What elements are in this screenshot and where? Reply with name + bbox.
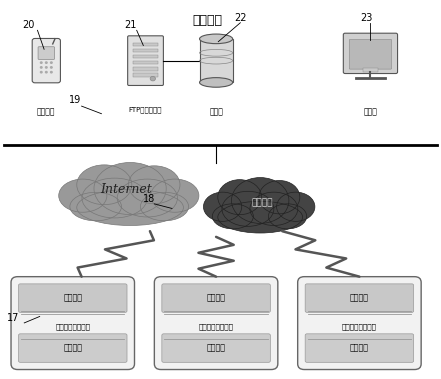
- Text: 数据库: 数据库: [209, 107, 223, 116]
- Circle shape: [41, 62, 42, 63]
- Text: 高压设备: 高压设备: [206, 344, 226, 352]
- Text: 手机短信: 手机短信: [37, 107, 56, 116]
- Text: Internet: Internet: [100, 183, 152, 196]
- Ellipse shape: [77, 190, 183, 226]
- FancyBboxPatch shape: [305, 284, 414, 312]
- Circle shape: [51, 62, 52, 63]
- Ellipse shape: [59, 179, 107, 212]
- Circle shape: [51, 72, 52, 73]
- FancyBboxPatch shape: [162, 334, 270, 362]
- FancyBboxPatch shape: [19, 284, 127, 312]
- Ellipse shape: [218, 201, 303, 233]
- Text: 18: 18: [142, 194, 155, 204]
- Bar: [133, 61, 158, 64]
- Ellipse shape: [269, 204, 306, 229]
- Text: 23: 23: [361, 13, 373, 23]
- Circle shape: [45, 67, 47, 68]
- Circle shape: [51, 67, 52, 68]
- Bar: [363, 68, 378, 72]
- Ellipse shape: [199, 78, 233, 87]
- Bar: [133, 49, 158, 52]
- Text: 无线网络: 无线网络: [252, 198, 273, 207]
- Ellipse shape: [77, 165, 132, 205]
- Bar: [133, 55, 158, 58]
- Circle shape: [41, 67, 42, 68]
- FancyBboxPatch shape: [298, 277, 421, 370]
- Circle shape: [41, 72, 42, 73]
- Ellipse shape: [213, 204, 253, 229]
- Ellipse shape: [94, 163, 166, 215]
- Text: 雷击在线拍摄装置: 雷击在线拍摄装置: [342, 323, 377, 330]
- Ellipse shape: [232, 177, 289, 223]
- FancyBboxPatch shape: [349, 39, 392, 69]
- Text: 监控节点: 监控节点: [350, 294, 369, 302]
- FancyBboxPatch shape: [38, 47, 55, 60]
- Circle shape: [45, 72, 47, 73]
- Text: FTP服务器主站: FTP服务器主站: [129, 107, 162, 113]
- Text: 17: 17: [7, 313, 19, 323]
- FancyBboxPatch shape: [162, 284, 270, 312]
- Circle shape: [45, 62, 47, 63]
- Bar: [199, 39, 232, 83]
- Text: 高压设备: 高压设备: [350, 344, 369, 352]
- Ellipse shape: [277, 192, 315, 221]
- Ellipse shape: [222, 191, 274, 226]
- Text: 19: 19: [69, 96, 81, 105]
- FancyBboxPatch shape: [343, 33, 397, 74]
- Bar: [133, 74, 158, 77]
- Ellipse shape: [250, 192, 298, 226]
- Text: 高压设备: 高压设备: [63, 344, 82, 352]
- Circle shape: [150, 77, 155, 81]
- Ellipse shape: [117, 179, 177, 217]
- Text: 雷击在线拍摄装置: 雷击在线拍摄装置: [55, 323, 90, 330]
- Ellipse shape: [140, 192, 189, 221]
- Ellipse shape: [259, 180, 300, 214]
- FancyBboxPatch shape: [19, 334, 127, 362]
- Text: 20: 20: [22, 20, 35, 30]
- Text: 雷击在线拍摄装置: 雷击在线拍摄装置: [198, 323, 234, 330]
- FancyBboxPatch shape: [128, 36, 163, 86]
- Ellipse shape: [199, 34, 233, 44]
- FancyBboxPatch shape: [305, 334, 414, 362]
- Ellipse shape: [70, 192, 121, 221]
- FancyBboxPatch shape: [154, 277, 278, 370]
- Bar: [133, 67, 158, 70]
- Ellipse shape: [151, 179, 199, 212]
- Text: 22: 22: [234, 13, 247, 23]
- Text: 21: 21: [124, 20, 136, 30]
- Ellipse shape: [203, 192, 242, 221]
- Ellipse shape: [218, 180, 262, 215]
- FancyBboxPatch shape: [32, 39, 60, 83]
- Ellipse shape: [128, 166, 180, 204]
- Text: 客户端: 客户端: [363, 107, 377, 116]
- Text: 监控节点: 监控节点: [63, 294, 82, 302]
- Bar: [133, 42, 158, 46]
- Ellipse shape: [82, 178, 147, 218]
- FancyBboxPatch shape: [11, 277, 135, 370]
- Text: 监控节点: 监控节点: [206, 294, 226, 302]
- Text: 监控中心: 监控中心: [192, 14, 222, 27]
